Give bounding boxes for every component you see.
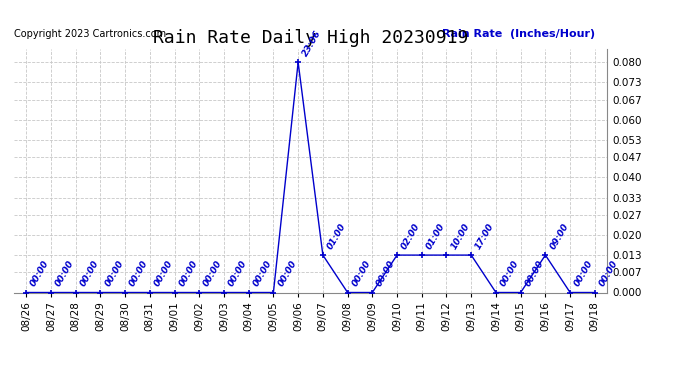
Text: 00:00: 00:00 — [351, 259, 373, 288]
Text: 00:00: 00:00 — [202, 259, 224, 288]
Text: 00:00: 00:00 — [375, 259, 397, 288]
Text: 00:00: 00:00 — [54, 259, 76, 288]
Text: 00:00: 00:00 — [499, 259, 521, 288]
Text: 00:00: 00:00 — [276, 259, 298, 288]
Text: 00:00: 00:00 — [29, 259, 51, 288]
Text: 00:00: 00:00 — [79, 259, 101, 288]
Text: 00:00: 00:00 — [524, 259, 546, 288]
Text: 23:06: 23:06 — [301, 29, 323, 58]
Text: Copyright 2023 Cartronics.com: Copyright 2023 Cartronics.com — [14, 29, 166, 39]
Text: 17:00: 17:00 — [474, 222, 496, 251]
Text: Rain Rate  (Inches/Hour): Rain Rate (Inches/Hour) — [442, 29, 595, 39]
Text: 00:00: 00:00 — [128, 259, 150, 288]
Text: 00:00: 00:00 — [598, 259, 620, 288]
Text: 00:00: 00:00 — [251, 259, 273, 288]
Text: 00:00: 00:00 — [177, 259, 199, 288]
Text: 09:00: 09:00 — [548, 222, 570, 251]
Text: 02:00: 02:00 — [400, 222, 422, 251]
Title: Rain Rate Daily High 20230919: Rain Rate Daily High 20230919 — [152, 29, 469, 47]
Text: 01:00: 01:00 — [326, 222, 348, 251]
Text: 10:00: 10:00 — [449, 222, 471, 251]
Text: 00:00: 00:00 — [152, 259, 175, 288]
Text: 01:00: 01:00 — [424, 222, 446, 251]
Text: 00:00: 00:00 — [573, 259, 595, 288]
Text: 00:00: 00:00 — [103, 259, 125, 288]
Text: 00:00: 00:00 — [227, 259, 249, 288]
